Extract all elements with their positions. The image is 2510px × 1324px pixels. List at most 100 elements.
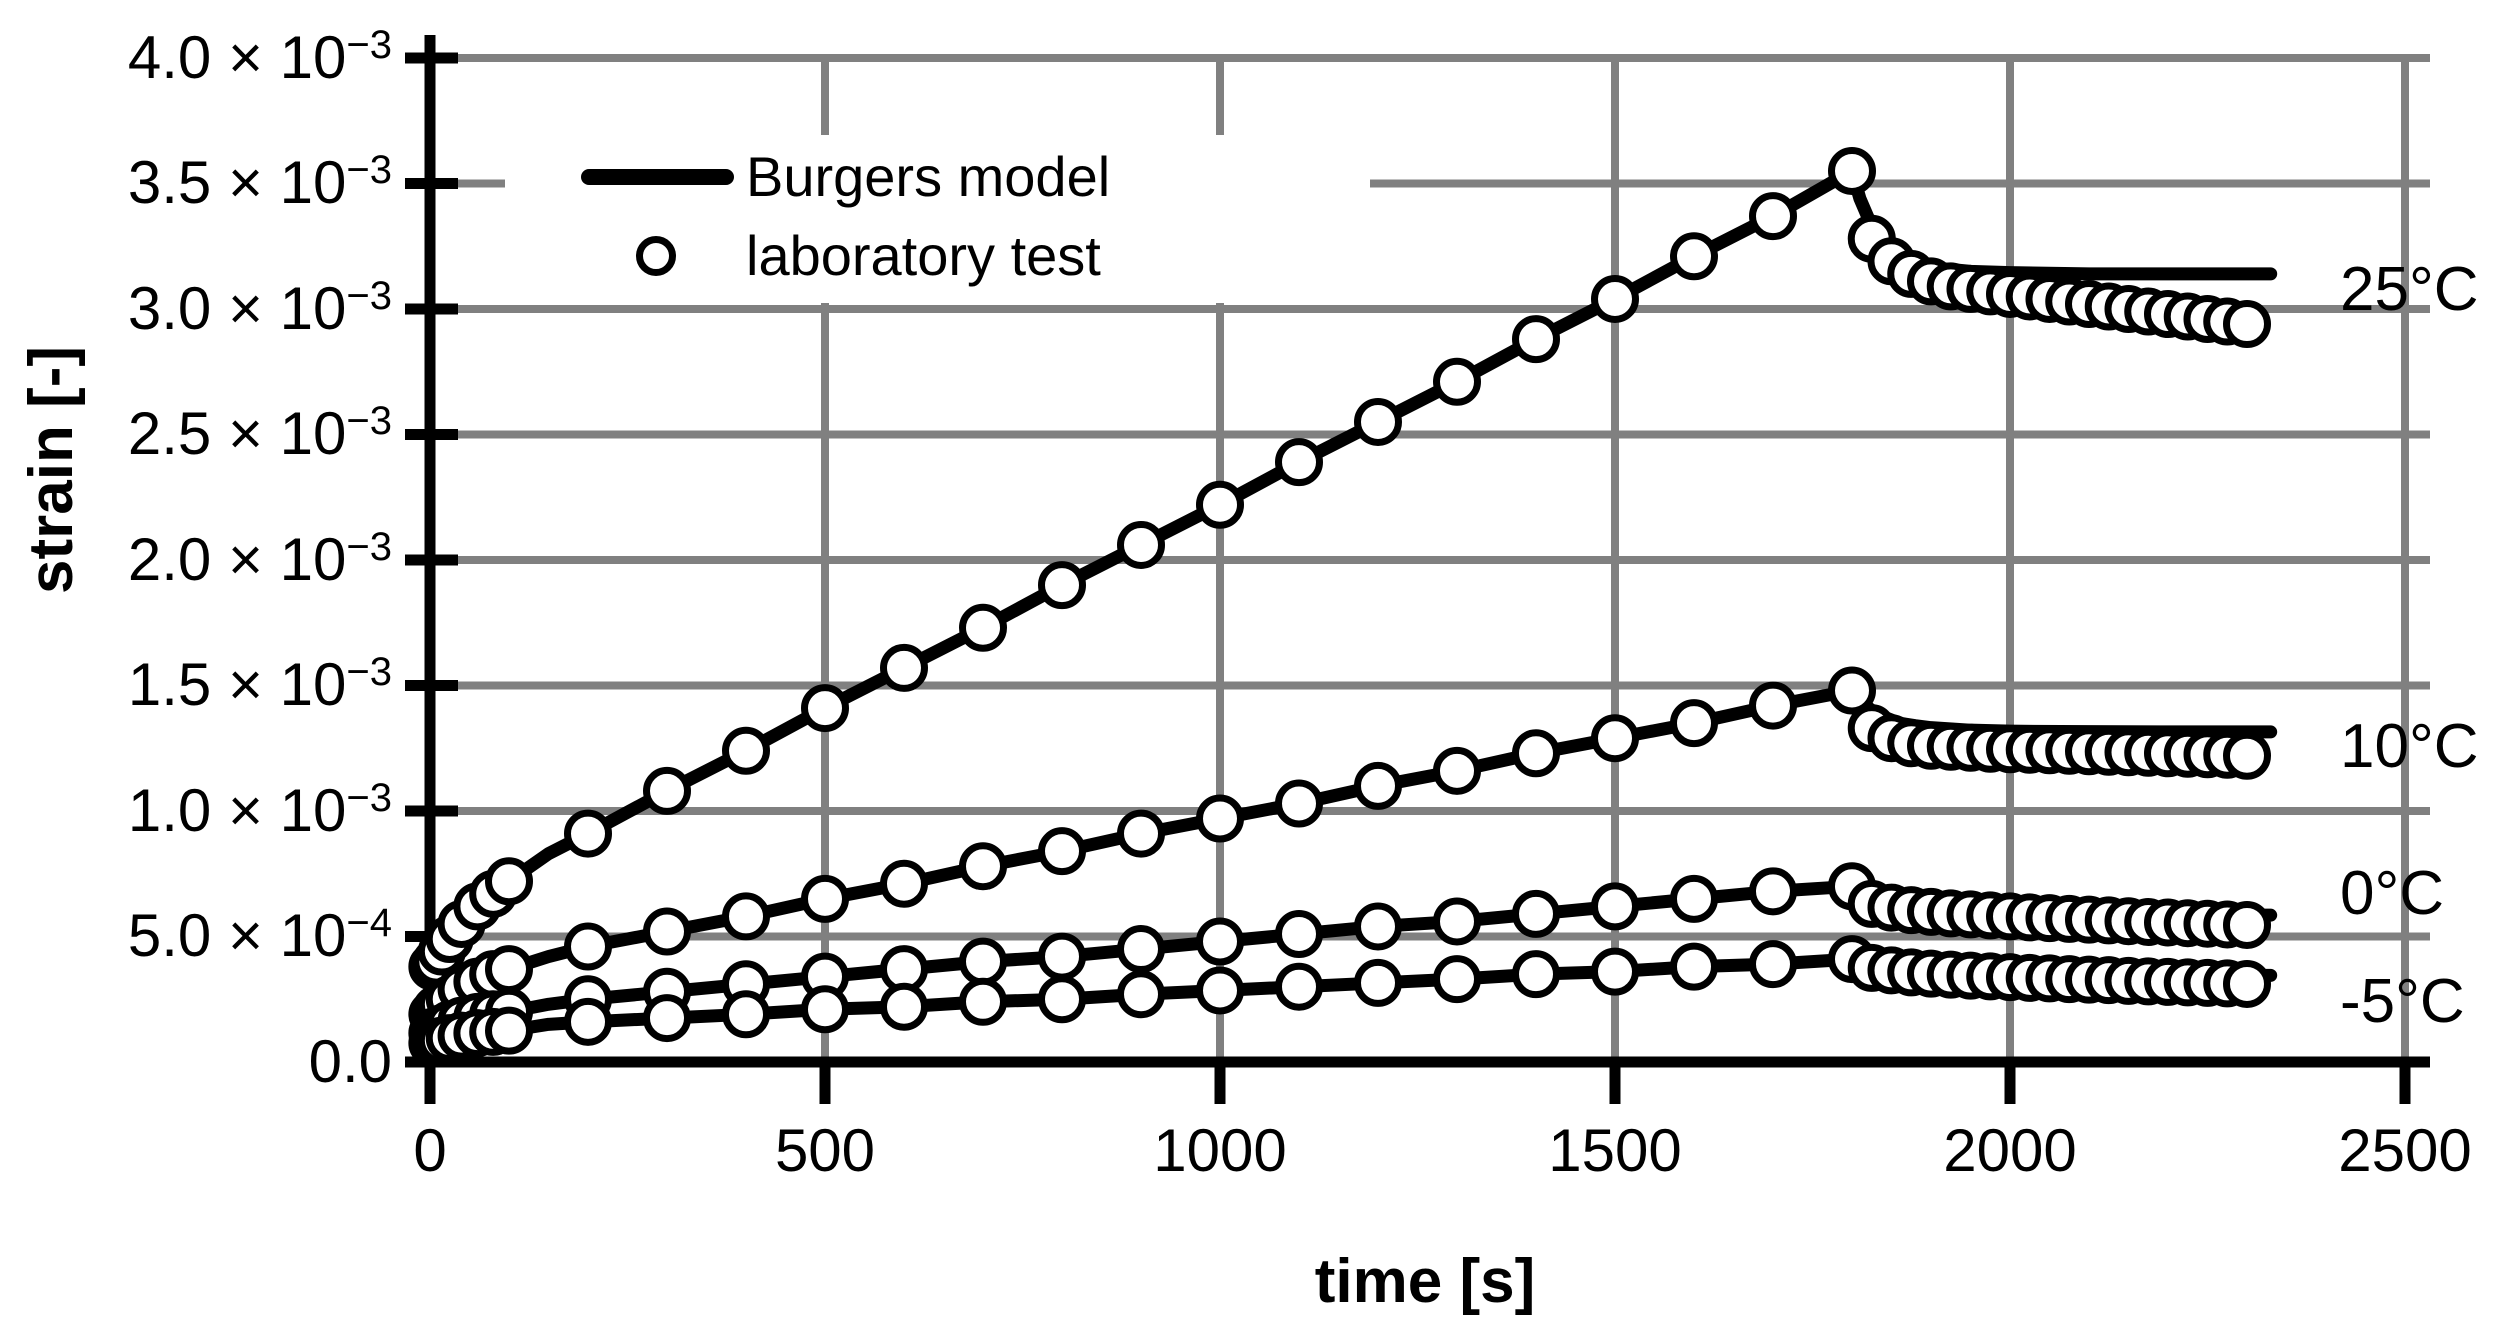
lab-marker-10°C [880,859,928,908]
lab-marker-0°C [1275,909,1323,958]
lab-marker--5°C [1670,942,1718,991]
lab-marker--5°C [1354,958,1402,1007]
lab-marker--5°C [1749,940,1797,989]
lab-marker-25°C [1196,480,1244,529]
lab-marker-10°C [643,907,691,956]
y-tick-exponent: −4 [346,901,392,945]
lab-marker-10°C [1512,729,1560,778]
lab-marker--5°C [564,997,612,1046]
lab-marker-25°C [801,684,849,733]
x-tick-label: 2000 [1943,1117,2077,1184]
lab-marker-0°C [1591,882,1639,931]
y-tick-exponent: −3 [346,650,392,694]
y-tick-mantissa: 4.0 × 10 [127,24,347,91]
lab-marker-25°C [1275,438,1323,487]
lab-marker-10°C [1670,699,1718,748]
lab-marker-0°C [1433,897,1481,946]
lab-marker-25°C [2223,300,2271,349]
y-tick-exponent: −3 [346,148,392,192]
y-tick-mantissa: 3.0 × 10 [127,275,347,342]
y-tick-exponent: −3 [346,776,392,820]
lab-marker--5°C [801,985,849,1034]
y-tick-mantissa: 2.0 × 10 [127,526,347,593]
lab-marker-10°C [959,842,1007,891]
lab-marker--5°C [1117,970,1165,1019]
lab-marker-25°C [1433,357,1481,406]
lab-marker-10°C [1591,714,1639,763]
curve-label-minus5c: -5°C [2340,967,2465,1036]
x-tick-label: 500 [774,1117,876,1184]
y-tick-exponent: −3 [346,23,392,67]
lab-marker--5°C [1196,966,1244,1015]
lab-marker-25°C [1512,315,1560,364]
x-axis-title: time [s] [1314,1247,1536,1316]
lab-marker--5°C [959,977,1007,1026]
y-tick-label: 2.5 × 10−3 [0,399,392,468]
lab-marker-0°C [1196,917,1244,966]
y-tick-label: 3.5 × 10−3 [0,148,392,217]
lab-marker-0°C [1354,902,1402,951]
lab-marker-0°C [1670,874,1718,923]
lab-marker-0°C [959,937,1007,986]
lab-marker-0°C [2223,900,2271,949]
lab-marker-0°C [1512,889,1560,938]
legend-line-swatch [581,169,734,185]
y-tick-mantissa: 2.5 × 10 [127,400,347,467]
lab-marker--5°C [2223,959,2271,1008]
lab-marker-25°C [643,766,691,815]
legend-label-model: Burgers model [746,145,1111,208]
y-tick-label: 0.0 [0,1028,392,1096]
y-tick-label: 2.0 × 10−3 [0,525,392,594]
lab-marker-25°C [485,857,533,906]
lab-marker-25°C [1591,274,1639,323]
y-axis-title: strain [-] [17,346,86,594]
y-tick-mantissa: 1.0 × 10 [127,777,347,844]
lab-marker--5°C [1512,950,1560,999]
lab-marker-10°C [1038,827,1086,876]
lab-marker--5°C [1433,955,1481,1004]
lab-marker--5°C [1275,962,1323,1011]
lab-marker-25°C [1670,232,1718,281]
y-tick-label: 4.0 × 10−3 [0,23,392,92]
legend-label-lab: laboratory test [746,224,1101,287]
y-tick-mantissa: 1.5 × 10 [127,651,347,718]
lab-marker-10°C [2223,731,2271,780]
x-tick-label: 1000 [1153,1117,1287,1184]
lab-marker-10°C [1749,681,1797,730]
y-tick-label: 1.0 × 10−3 [0,776,392,845]
y-tick-mantissa: 3.5 × 10 [127,149,347,216]
lab-marker-10°C [1196,794,1244,843]
lab-marker-25°C [1354,397,1402,446]
lab-marker-10°C [485,945,533,994]
curve-label-10c: 10°C [2340,712,2479,781]
lab-marker-25°C [722,726,770,775]
lab-marker-10°C [1275,779,1323,828]
y-tick-label: 1.5 × 10−3 [0,650,392,719]
lab-marker-10°C [1433,746,1481,795]
lab-marker-10°C [1117,809,1165,858]
lab-marker-10°C [801,874,849,923]
y-tick-exponent: −3 [346,399,392,443]
y-tick-exponent: −3 [346,274,392,318]
lab-marker-25°C [1749,192,1797,241]
lab-marker-10°C [1828,666,1876,715]
lab-marker-10°C [1354,761,1402,810]
lab-marker--5°C [643,994,691,1043]
lab-marker--5°C [880,982,928,1031]
lab-marker-25°C [1038,561,1086,610]
y-tick-label: 3.0 × 10−3 [0,274,392,343]
legend-circle-swatch [636,236,676,276]
lab-marker--5°C [722,990,770,1039]
y-tick-mantissa: 0.0 [308,1028,392,1095]
x-tick-label: 2500 [2338,1117,2472,1184]
x-tick-label: 1500 [1548,1117,1682,1184]
lab-marker-10°C [564,922,612,971]
curve-label-25c: 25°C [2340,255,2479,324]
y-tick-exponent: −3 [346,525,392,569]
lab-marker-25°C [1117,520,1165,569]
lab-marker-0°C [1038,932,1086,981]
lab-marker-0°C [1117,925,1165,974]
y-tick-mantissa: 5.0 × 10 [127,902,347,969]
lab-marker--5°C [485,1006,533,1055]
